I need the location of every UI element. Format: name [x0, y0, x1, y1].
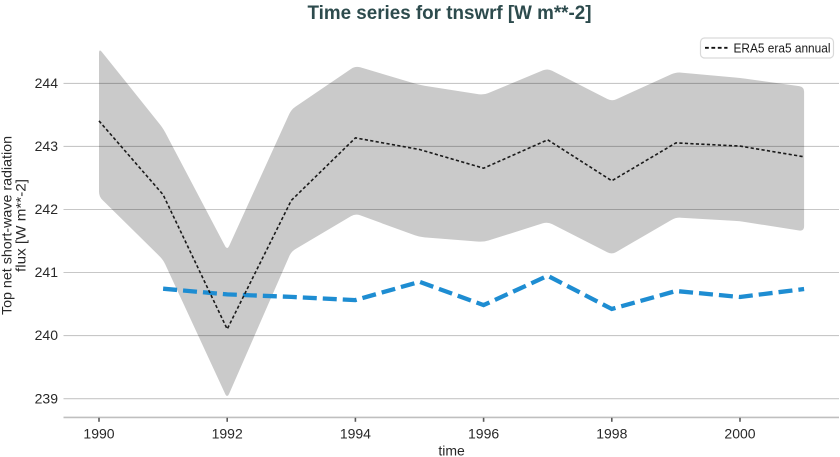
svg-text:1998: 1998 — [596, 425, 627, 441]
svg-text:Time series for tnswrf [W m**-: Time series for tnswrf [W m**-2] — [308, 3, 592, 24]
svg-text:1990: 1990 — [83, 425, 114, 441]
svg-text:243: 243 — [35, 138, 59, 154]
svg-text:ERA5 era5 annual: ERA5 era5 annual — [734, 41, 831, 55]
svg-text:flux [W m**-2]: flux [W m**-2] — [13, 179, 29, 272]
svg-text:2000: 2000 — [724, 425, 755, 441]
svg-text:time: time — [438, 443, 465, 457]
svg-text:241: 241 — [35, 264, 59, 280]
svg-text:Top net short-wave radiation: Top net short-wave radiation — [0, 136, 15, 315]
svg-text:239: 239 — [35, 390, 59, 406]
svg-text:240: 240 — [35, 327, 59, 343]
svg-text:1996: 1996 — [468, 425, 499, 441]
svg-text:244: 244 — [35, 75, 59, 91]
svg-text:242: 242 — [35, 201, 59, 217]
svg-text:1992: 1992 — [212, 425, 243, 441]
svg-text:1994: 1994 — [340, 425, 371, 441]
